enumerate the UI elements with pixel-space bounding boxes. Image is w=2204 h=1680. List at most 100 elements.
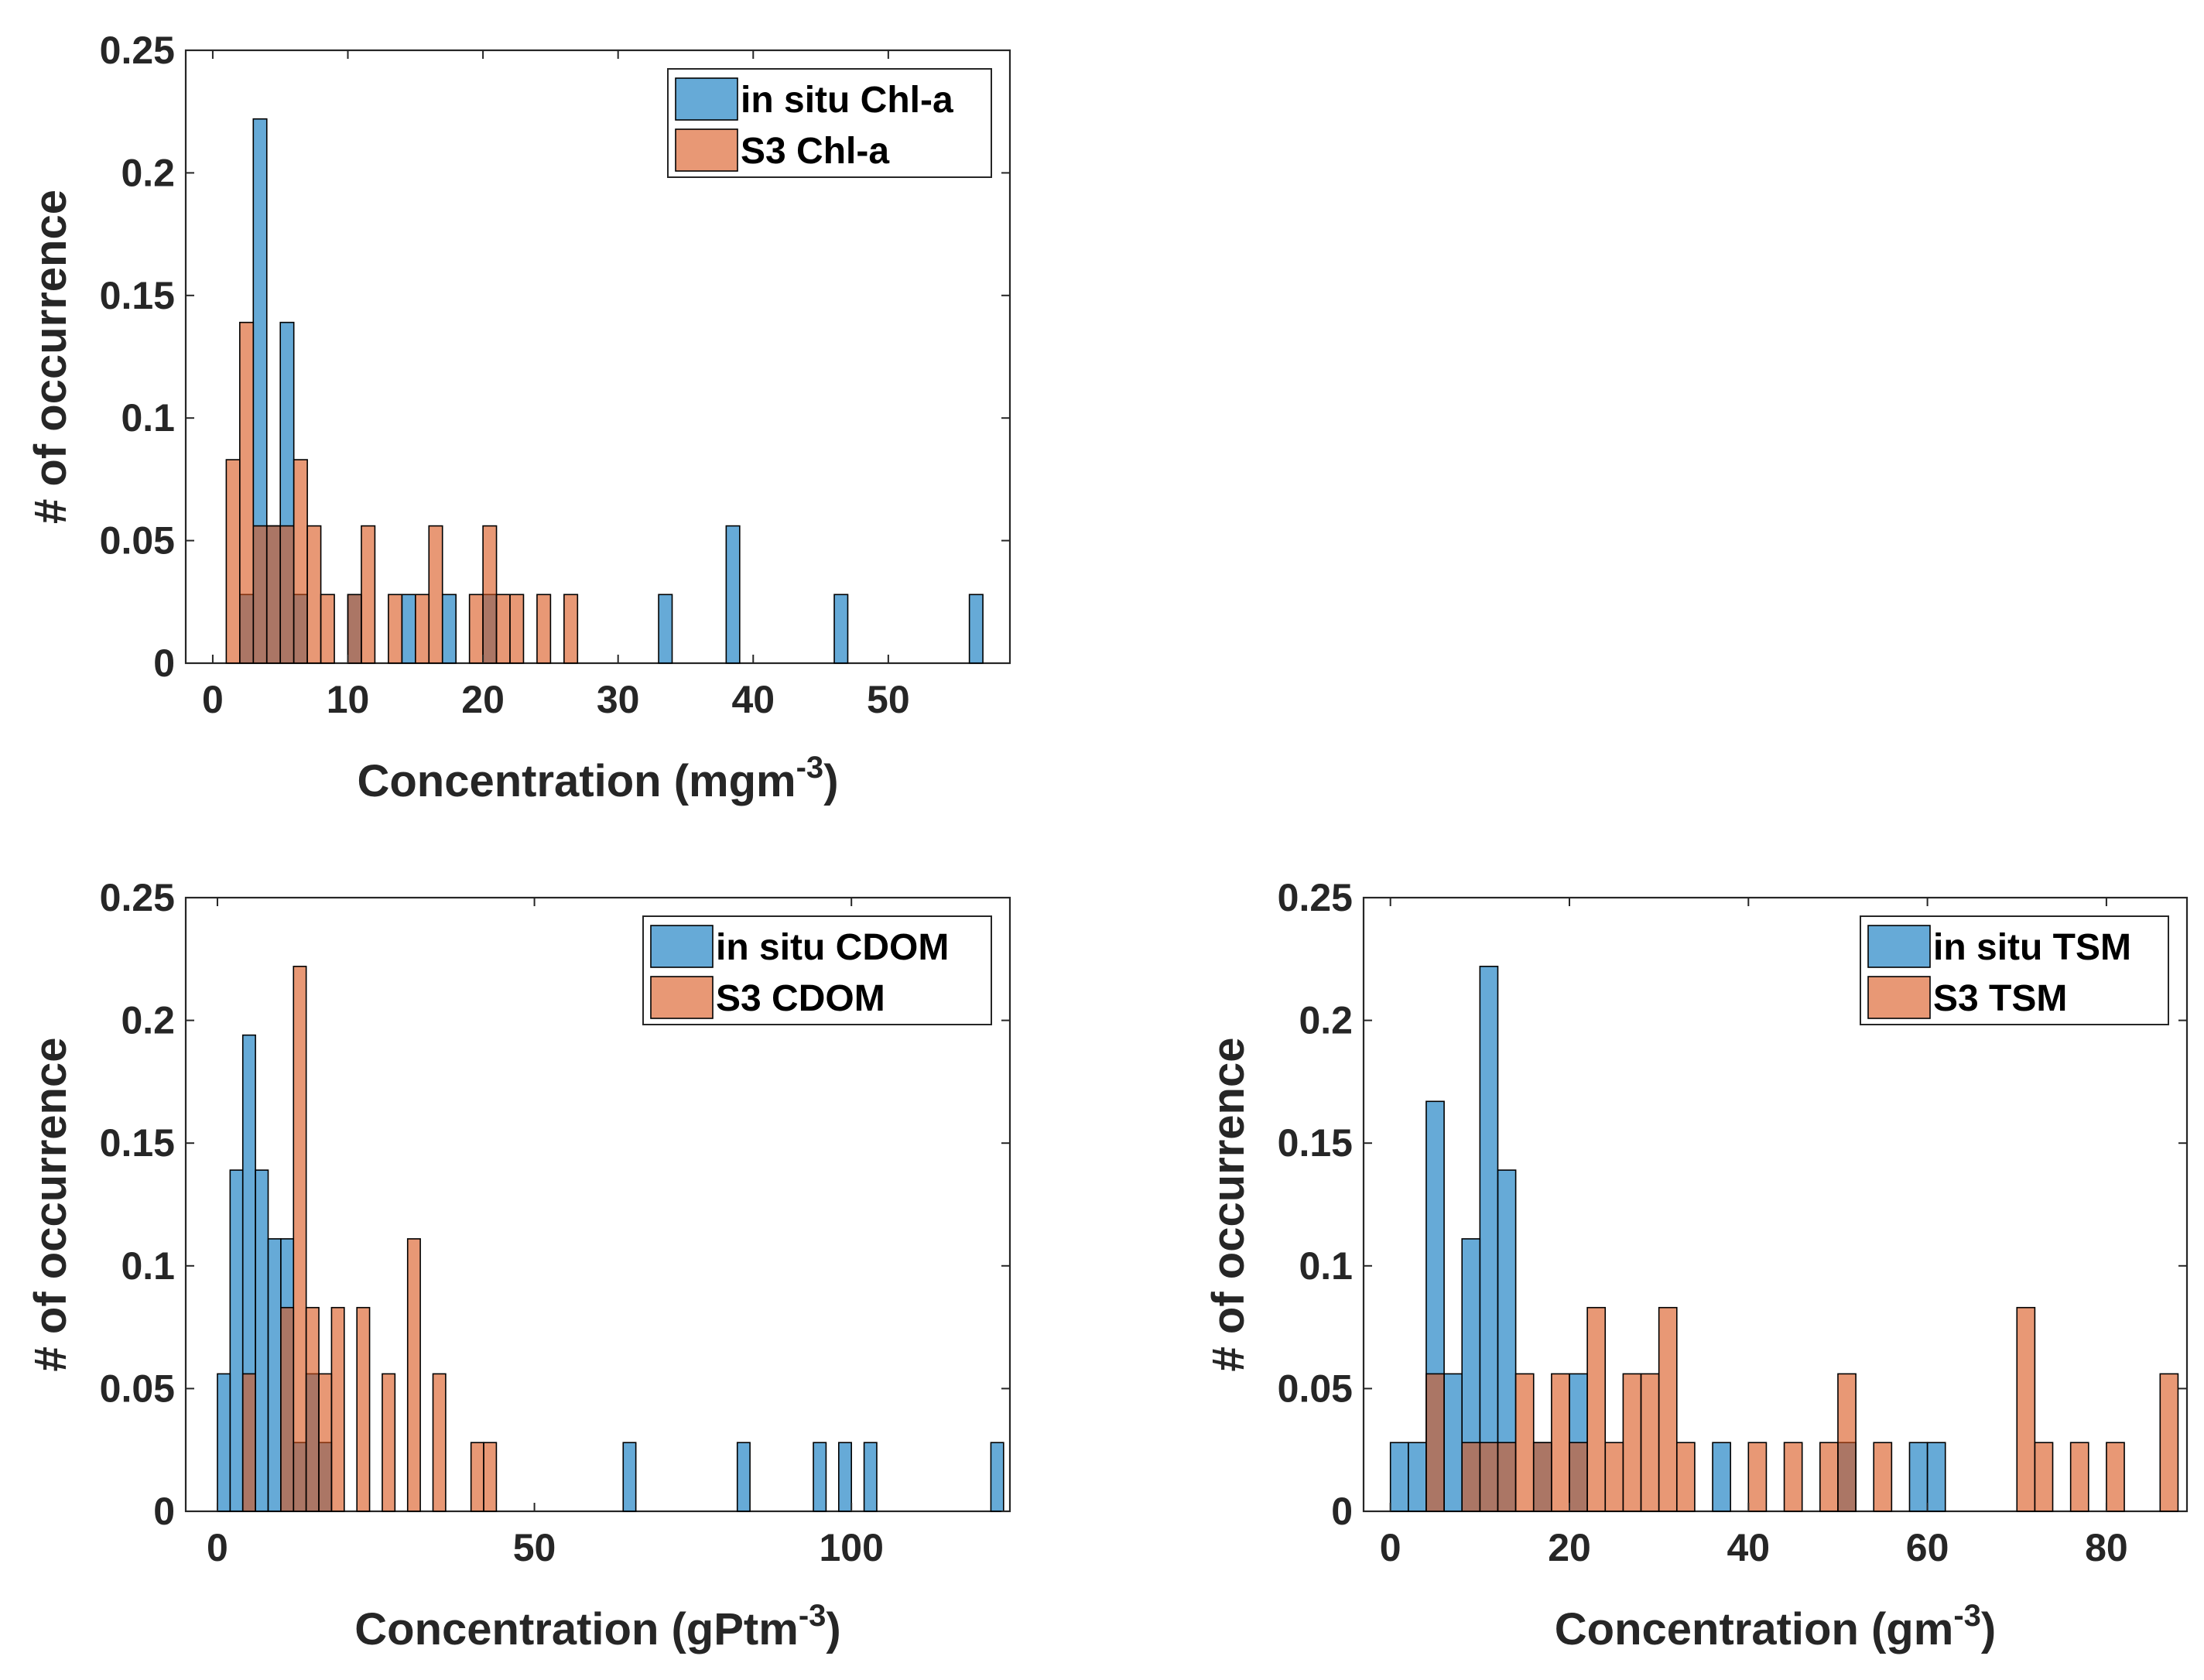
histogram-bar <box>1532 1442 1552 1512</box>
histogram-bar <box>1908 1442 1928 1512</box>
legend: in situ TSM S3 TSM <box>1860 915 2169 1025</box>
histogram-bar <box>483 1442 498 1512</box>
histogram-bar <box>468 594 484 664</box>
histogram-bar <box>265 525 282 664</box>
x-tick-label: 80 <box>2085 1526 2128 1569</box>
legend-label: in situ TSM <box>1933 927 2131 968</box>
y-tick-label: 0.15 <box>100 1121 175 1165</box>
histogram-bar <box>1461 1442 1481 1512</box>
legend-swatch <box>1867 925 1931 968</box>
histogram-bar <box>990 1442 1004 1512</box>
histogram-bar <box>1747 1442 1768 1512</box>
series-s3-cdom <box>241 966 498 1512</box>
histogram-bar <box>968 594 984 664</box>
histogram-bar <box>330 1306 345 1512</box>
series-s3-chl-a <box>225 321 579 664</box>
histogram-bar <box>293 459 308 664</box>
histogram-bar <box>1514 1373 1535 1512</box>
histogram-bar <box>1479 966 1499 1512</box>
histogram-bar <box>495 594 511 664</box>
histogram-bar <box>2159 1373 2179 1512</box>
histogram-bar <box>356 1306 371 1512</box>
x-tick-label: 10 <box>327 678 370 721</box>
legend-swatch <box>1867 976 1931 1019</box>
x-tick-label: 40 <box>1727 1526 1770 1569</box>
x-tick-label: 60 <box>1906 1526 1949 1569</box>
histogram-bar <box>1389 1442 1409 1512</box>
histogram-bar <box>1551 1373 1570 1512</box>
x-tick-label: 20 <box>461 678 505 721</box>
x-tick-label: 50 <box>513 1526 556 1569</box>
x-axis-title: Concentration (gPtm-3) <box>354 1599 840 1654</box>
histogram-bar <box>320 594 335 664</box>
histogram-bar <box>406 1238 421 1512</box>
histogram-bar <box>432 1373 447 1512</box>
x-tick-label: 40 <box>731 678 775 721</box>
histogram-bar <box>1712 1442 1731 1512</box>
histogram-bar <box>658 594 673 664</box>
histogram-bar <box>1783 1442 1803 1512</box>
histogram-bar <box>482 525 498 664</box>
histogram-bar <box>1425 1373 1445 1512</box>
y-tick-label: 0.2 <box>121 151 175 194</box>
y-tick-label: 0.1 <box>1299 1244 1353 1288</box>
histogram-bar <box>2106 1442 2125 1512</box>
histogram-bar <box>1873 1442 1893 1512</box>
chart-panel-bottom-left: 0 0.05 0.1 0.15 0.2 0.25 0 50 100 Concentration (… <box>26 876 1011 1654</box>
y-axis-title: # of occurrence <box>26 1038 76 1372</box>
legend: in situ CDOM S3 CDOM <box>642 915 992 1025</box>
y-tick-label: 0.05 <box>100 519 175 563</box>
legend-swatch <box>675 128 738 172</box>
y-tick-label: 0.25 <box>1278 876 1353 919</box>
histogram-bar <box>470 1442 484 1512</box>
y-tick-label: 0 <box>153 642 175 685</box>
x-tick-label: 0 <box>207 1526 228 1569</box>
histogram-bar <box>279 525 295 664</box>
x-axis-title: Concentration (mgm-3) <box>357 751 838 806</box>
legend-swatch <box>675 77 738 121</box>
histogram-bar <box>255 1169 269 1512</box>
histogram-bar <box>1604 1442 1624 1512</box>
histogram-bar <box>252 525 268 664</box>
x-tick-label: 30 <box>597 678 640 721</box>
y-axis-title: # of occurrence <box>1203 1038 1254 1372</box>
histogram-bar <box>1443 1373 1463 1512</box>
legend-label: in situ Chl-a <box>741 80 953 121</box>
legend-label: S3 Chl-a <box>741 131 889 172</box>
histogram-bar <box>736 1442 751 1512</box>
histogram-bar <box>2069 1442 2089 1512</box>
histogram-bar <box>622 1442 637 1512</box>
x-tick-label: 20 <box>1548 1526 1591 1569</box>
histogram-bar <box>415 594 430 664</box>
histogram-bar <box>1640 1373 1660 1512</box>
x-tick-label: 50 <box>867 678 910 721</box>
histogram-bar <box>536 594 552 664</box>
histogram-bar <box>306 525 322 664</box>
legend-label: S3 TSM <box>1933 978 2067 1019</box>
y-tick-label: 0.1 <box>121 1244 175 1288</box>
histogram-bar <box>241 1373 256 1512</box>
histogram-bar <box>1675 1442 1696 1512</box>
histogram-bar <box>813 1442 827 1512</box>
histogram-bar <box>382 1373 396 1512</box>
legend-label: in situ CDOM <box>716 927 949 968</box>
histogram-bar <box>1479 1442 1499 1512</box>
x-axis-title: Concentration (gm-3) <box>1555 1599 1996 1654</box>
histogram-bar <box>1408 1442 1427 1512</box>
y-tick-label: 0.25 <box>100 876 175 919</box>
histogram-bar <box>509 594 525 664</box>
histogram-bar <box>2016 1306 2036 1512</box>
series-s3-tsm <box>1425 1306 2179 1512</box>
histogram-bar <box>280 1306 295 1512</box>
chart-panel-top-left: 0 0.05 0.1 0.15 0.2 0.25 0 10 20 30 40 50 Concentrat… <box>26 29 1011 806</box>
histogram-bar <box>1819 1442 1839 1512</box>
histogram-bar <box>401 594 416 664</box>
histogram-bar <box>563 594 579 664</box>
legend: in situ Chl-a S3 Chl-a <box>667 68 992 178</box>
y-tick-label: 0.2 <box>1299 999 1353 1042</box>
y-tick-label: 0.1 <box>121 396 175 440</box>
histogram-bar <box>1569 1442 1588 1512</box>
x-tick-label: 0 <box>1380 1526 1401 1569</box>
histogram-bar <box>1658 1306 1678 1512</box>
y-tick-label: 0.15 <box>1278 1121 1353 1165</box>
